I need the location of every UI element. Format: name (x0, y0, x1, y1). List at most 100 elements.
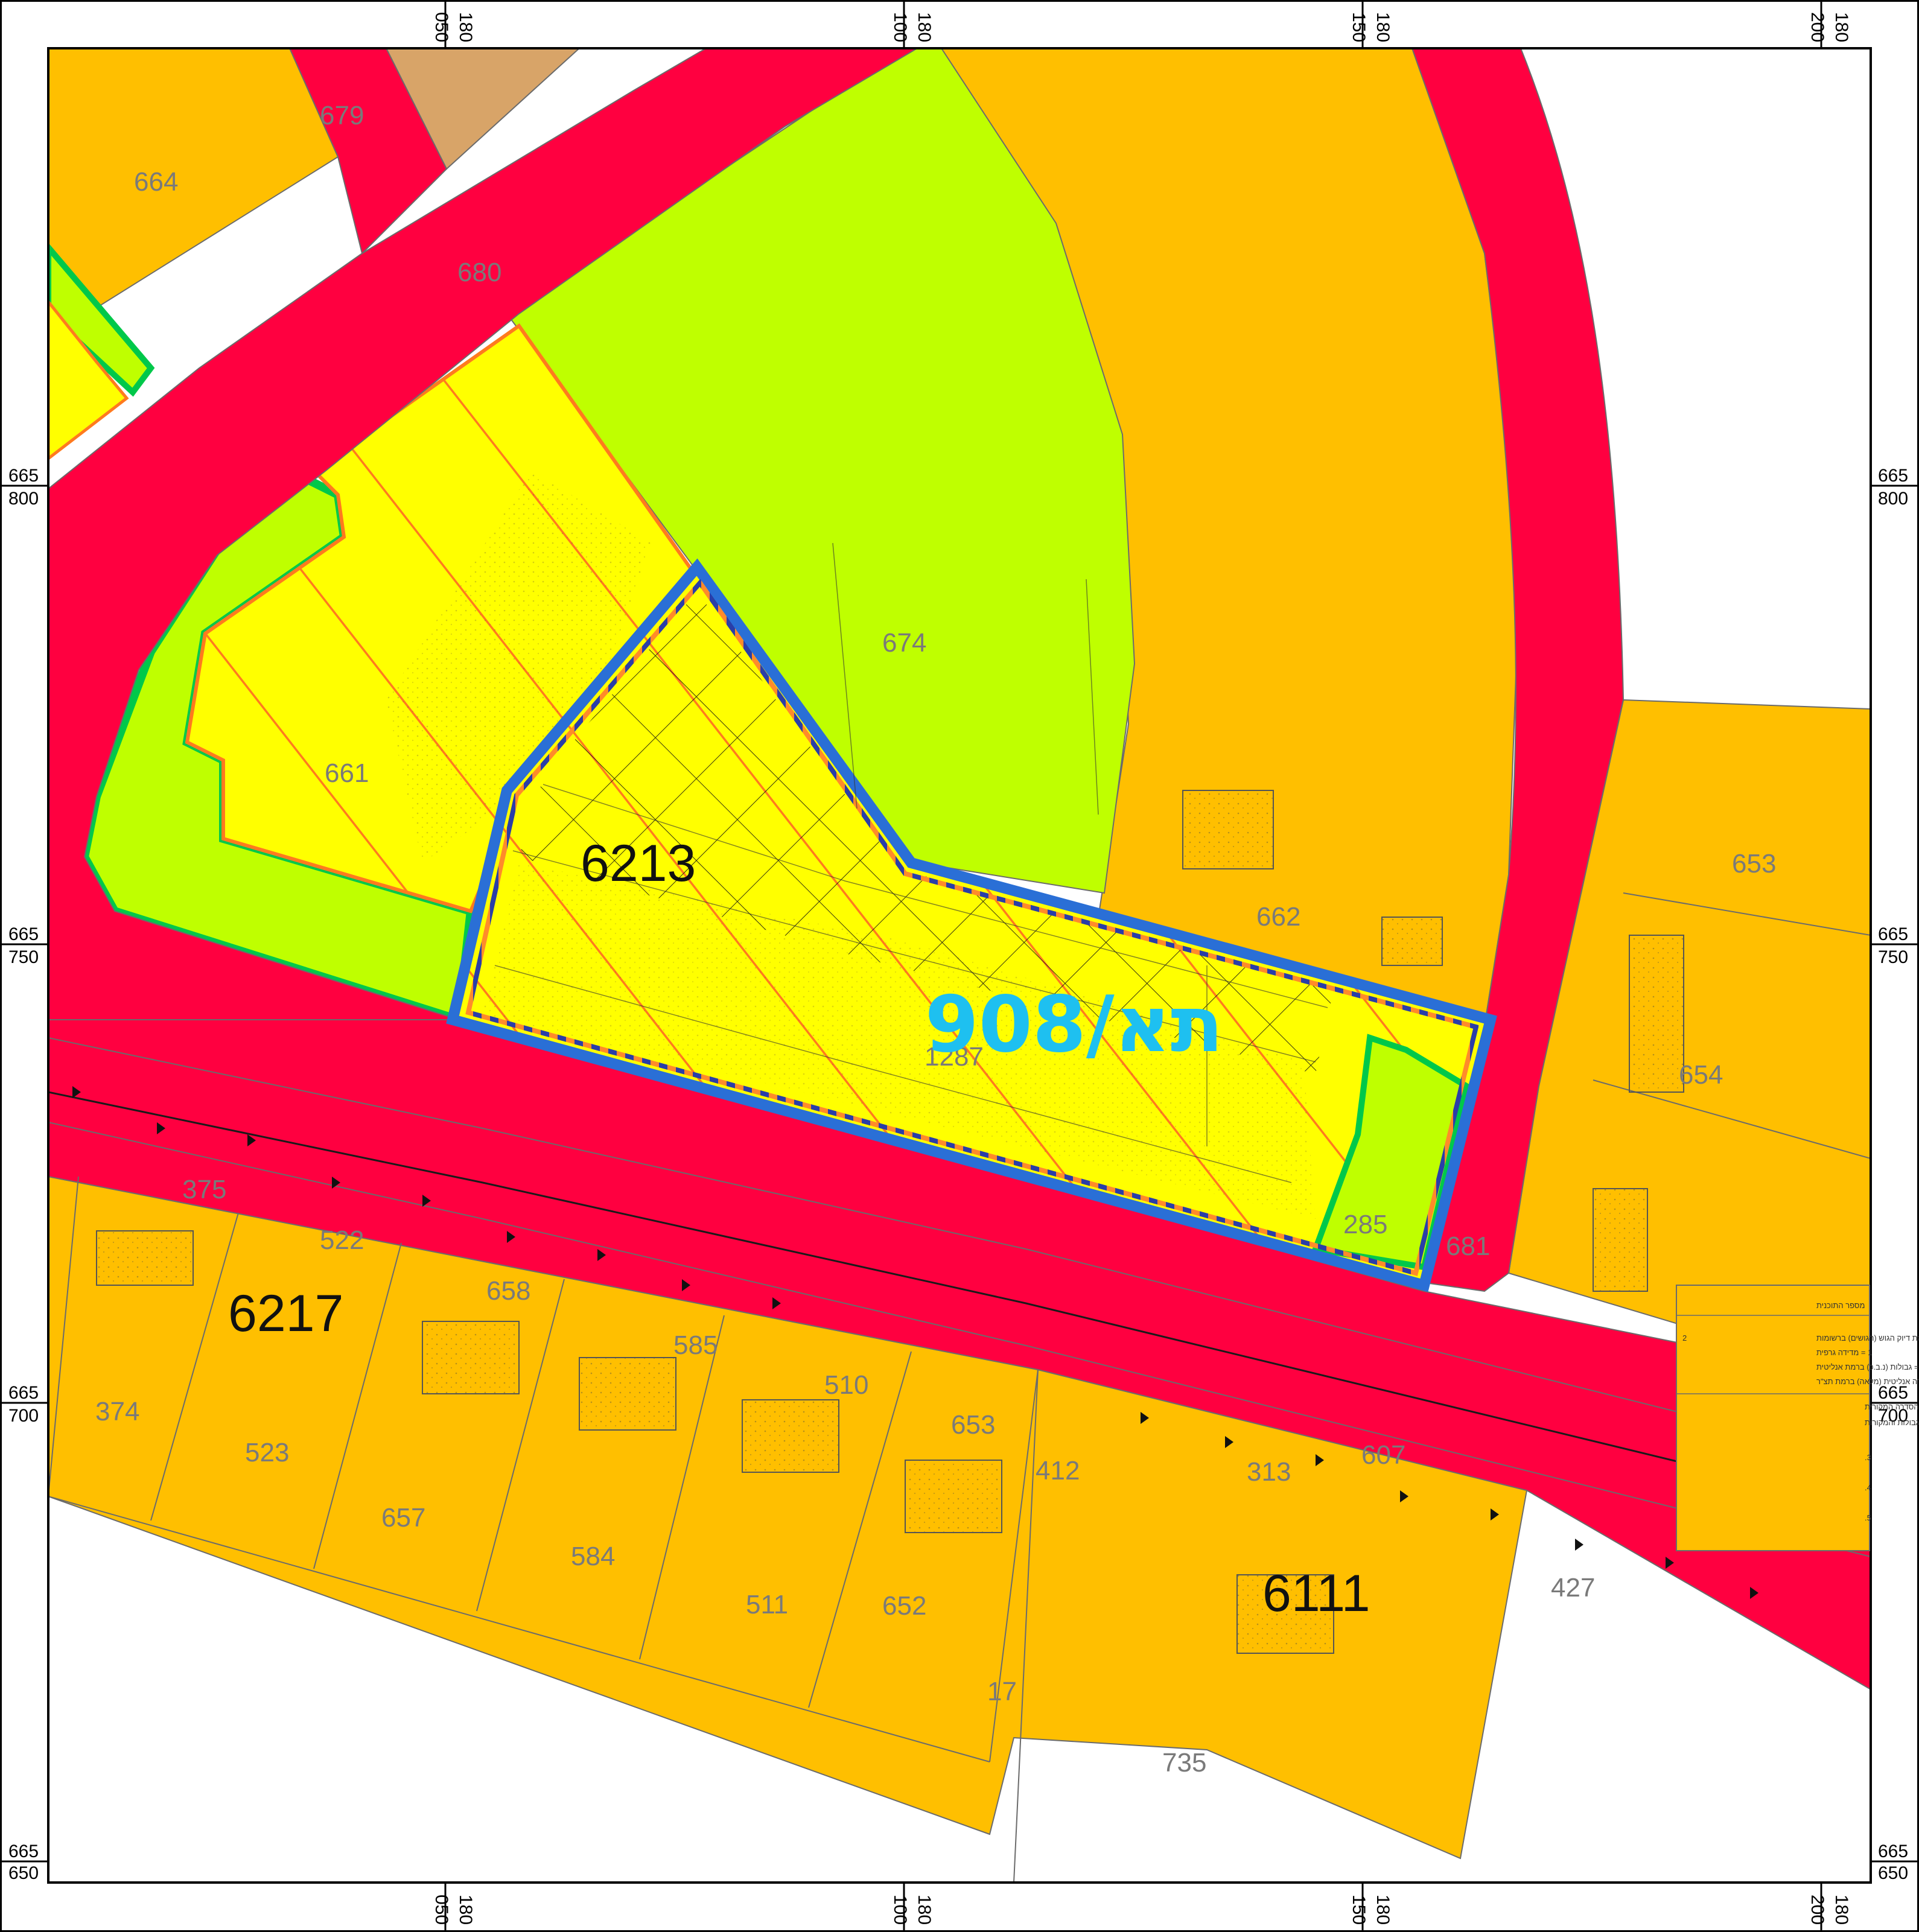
grid-label-right-b: 800 (1878, 489, 1908, 509)
parcel-label: 375 (182, 1175, 226, 1204)
parcel-label: 285 (1343, 1210, 1387, 1239)
plan-area-dots (483, 863, 1316, 1219)
zone-residential-yellow-dots (386, 471, 652, 863)
block-label: 6217 (228, 1285, 343, 1343)
parcel-label: 510 (824, 1370, 868, 1400)
parcel-label: 653 (951, 1410, 995, 1440)
grid-label-top-b: 180 (1831, 12, 1851, 42)
parcel-label: 653 (1732, 849, 1776, 879)
legend-line: 2 = גבולות (נ.ב.כ) ברמת אנליטית (1816, 1362, 1919, 1371)
plan-boundary-inner (465, 579, 1479, 1276)
legend-line: 3 = מדידה אנליטית (מלאה) ברמת תצ"ר (1816, 1377, 1919, 1386)
parcel-label: 523 (245, 1438, 289, 1467)
grid-label-right-b: 650 (1878, 1863, 1908, 1883)
grid-label-bottom-b: 180 (1831, 1895, 1851, 1925)
legend-line: מספר התוכנית (1816, 1301, 1865, 1310)
grid-label-right-b: 700 (1878, 1406, 1908, 1426)
map-body (48, 48, 1871, 1883)
parcel-label: 661 (325, 758, 369, 788)
plan-building-crosshatch (519, 591, 1334, 1074)
grid-label-left-a: 665 (8, 924, 39, 944)
building-footprints (96, 790, 1684, 1654)
parcel-label: 658 (486, 1276, 530, 1306)
parcel-label: 674 (882, 628, 926, 658)
parcel-label: 662 (1256, 902, 1300, 932)
grid-labels-right: 665 800 665 750 665 700 665 650 (1878, 466, 1908, 1883)
parcel-label: 607 (1361, 1440, 1405, 1470)
parcel-label: 427 (1551, 1573, 1595, 1603)
grid-label-top-a: 050 (431, 12, 451, 42)
block-label: 6111 (1262, 1565, 1370, 1622)
legend-box: מספר התוכנית 2 רמת דיוק הגוש (הגושים) בר… (1676, 1285, 1919, 1551)
grid-label-right-a: 665 (1878, 924, 1908, 944)
road-lane-line (48, 1037, 1871, 1461)
road-lane-line (48, 1091, 1871, 1510)
legend-line: 3. (1865, 1453, 1871, 1462)
grid-label-left-b: 800 (8, 489, 39, 509)
legend-line: 1 = מדידה גרפית (1816, 1348, 1872, 1357)
parcel-label: 679 (320, 101, 364, 130)
legend-line: 2. גבולות והמקורות (1865, 1418, 1919, 1427)
legend-line: 4. (1865, 1483, 1871, 1492)
road-connector (288, 48, 448, 255)
legend-line: רמת דיוק הגוש (הגושים) ברשומות (1816, 1333, 1919, 1343)
grid-label-bottom-a: 200 (1807, 1895, 1827, 1925)
parcel-label: 657 (381, 1503, 425, 1533)
parcel-label: 374 (95, 1397, 139, 1426)
legend-line: 5. (1865, 1513, 1871, 1522)
lot-lines-east (1580, 699, 1871, 1159)
road-curved-east (1399, 48, 1625, 1292)
block-label: 6213 (581, 834, 696, 892)
grid-label-left-b: 700 (8, 1406, 39, 1426)
survey-lines (494, 542, 1328, 1183)
parcel-label: 680 (457, 258, 501, 287)
parcel-label: 584 (571, 1542, 615, 1571)
plan-boundary-outer (446, 558, 1497, 1292)
legend-line: 1. הסדרה המקורית (1865, 1402, 1919, 1411)
road-lane-line (48, 1122, 1871, 1557)
parcel-label: 1287 (924, 1042, 984, 1072)
grid-label-top-a: 200 (1807, 12, 1827, 42)
plan-number-label: תא/908 (925, 980, 1224, 1070)
grid-label-top-a: 100 (890, 12, 910, 42)
grid-labels-top: 050 180 100 180 150 180 200 180 (431, 12, 1851, 42)
grid-label-top-b: 180 (914, 12, 934, 42)
parcel-label: 511 (746, 1590, 788, 1619)
grid-labels-left: 665 800 665 750 665 700 665 650 (8, 466, 39, 1883)
grid-labels-bottom: 050 180 100 180 150 180 200 180 (431, 1895, 1851, 1925)
grid-label-bottom-a: 150 (1349, 1895, 1369, 1925)
grid-label-left-b: 750 (8, 947, 39, 967)
parcel-labels: 664 679 680 674 661 662 653 654 655 681 … (95, 101, 1776, 1778)
grid-label-right-a: 665 (1878, 466, 1908, 486)
grid-label-top-b: 180 (456, 12, 476, 42)
parcel-label: 735 (1162, 1748, 1206, 1778)
grid-label-bottom-b: 180 (1373, 1895, 1393, 1925)
parcel-label: 652 (882, 1591, 926, 1621)
parcel-label: 664 (134, 167, 178, 197)
zone-open-space-nw (48, 243, 155, 397)
block-labels: 6213 6217 6111 (228, 834, 1370, 1622)
grid-label-left-a: 665 (8, 1383, 39, 1403)
grid-label-left-a: 665 (8, 1841, 39, 1861)
grid-label-left-b: 650 (8, 1863, 39, 1883)
zone-residential-yellow-nw (48, 299, 129, 461)
grid-label-top-b: 180 (1373, 12, 1393, 42)
grid-label-right-a: 665 (1878, 1841, 1908, 1861)
road-arrows (72, 1086, 1758, 1599)
parcel-label: 522 (320, 1225, 364, 1255)
grid-label-right-b: 750 (1878, 947, 1908, 967)
parcel-label: 313 (1247, 1457, 1291, 1487)
grid-label-top-a: 150 (1349, 12, 1369, 42)
grid-label-bottom-a: 050 (431, 1895, 451, 1925)
parcel-label: 17 (987, 1677, 1017, 1706)
grid-label-left-a: 665 (8, 466, 39, 486)
parcel-label: 412 (1036, 1456, 1080, 1486)
parcel-label: 681 (1446, 1231, 1490, 1261)
grid-label-bottom-a: 100 (890, 1895, 910, 1925)
parcel-label: 654 (1679, 1060, 1723, 1090)
grid-label-bottom-b: 180 (456, 1895, 476, 1925)
parcel-label: 585 (673, 1330, 718, 1360)
legend-value: 2 (1682, 1333, 1687, 1343)
